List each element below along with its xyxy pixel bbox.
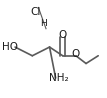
- Text: NH₂: NH₂: [49, 74, 69, 83]
- Text: O: O: [59, 30, 67, 40]
- Text: H: H: [40, 19, 47, 28]
- Text: HO: HO: [1, 42, 18, 52]
- Text: Cl: Cl: [30, 7, 41, 17]
- Text: O: O: [72, 49, 80, 59]
